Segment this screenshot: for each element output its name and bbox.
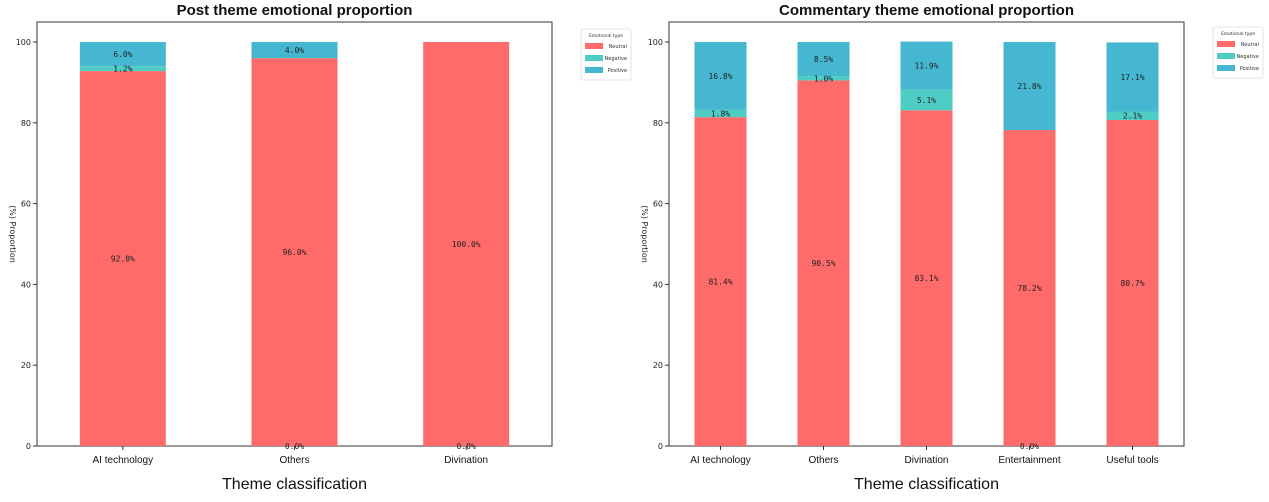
data-label: 16.8% — [708, 72, 732, 81]
x-tick-label: Divination — [444, 455, 488, 466]
chart-panel-1: Post theme emotional proportion 0 20 40 60 80… — [8, 2, 632, 493]
legend-swatch-negative — [1217, 53, 1235, 59]
bar-segment-negative — [797, 76, 850, 81]
y-tick-label: 0 — [26, 442, 31, 451]
y-axis-label: (%) Proportion — [8, 205, 17, 263]
bar-segment-neutral — [79, 71, 166, 446]
x-tick-label: Others — [808, 455, 838, 466]
data-label: 4.0% — [285, 46, 304, 55]
bar-segment-negative — [900, 89, 953, 111]
legend: Emotional type Neutral Negative Positive — [580, 28, 632, 81]
bar-segment-positive — [694, 42, 747, 110]
bar-segment-neutral — [900, 110, 953, 446]
data-label: 21.8% — [1017, 82, 1041, 91]
data-label: 81.4% — [708, 278, 732, 287]
y-tick-label: 20 — [21, 361, 31, 370]
data-label: 11.9% — [914, 62, 938, 71]
data-label: 0.0% — [285, 442, 304, 451]
data-label: 80.7% — [1120, 279, 1144, 288]
y-tick-label: 60 — [21, 200, 31, 209]
bar-segment-negative — [694, 109, 747, 118]
data-label: 6.0% — [113, 50, 132, 59]
data-label: 100.0% — [452, 240, 481, 249]
data-label: 0.0% — [457, 442, 476, 451]
y-tick-label: 0 — [658, 442, 663, 451]
bar-segment-positive — [1106, 42, 1159, 112]
legend-swatch-neutral — [585, 43, 603, 49]
y-axis-label: (%) Proportion — [640, 205, 649, 263]
legend-label-negative: Negative — [1237, 54, 1259, 60]
bar-segment-neutral — [1106, 119, 1159, 447]
chart-title: Commentary theme emotional proportion — [779, 2, 1074, 19]
y-tick-label: 80 — [653, 119, 663, 128]
legend-label-negative: Negative — [605, 56, 627, 62]
bar-segment-negative — [79, 66, 166, 72]
bar-segment-positive — [900, 41, 953, 90]
x-axis-label: Theme classification — [222, 476, 367, 493]
legend: Emotional type Neutral Negative Positive — [1212, 26, 1264, 79]
data-label: 92.8% — [111, 255, 135, 264]
data-label: 83.1% — [914, 274, 938, 283]
chart-panel-2: Commentary theme emotional proportion 0 20… — [640, 2, 1264, 493]
legend-title: Emotional type — [589, 33, 623, 39]
bar-segment-neutral — [694, 117, 747, 447]
legend-swatch-positive — [585, 67, 603, 73]
legend-swatch-neutral — [1217, 41, 1235, 47]
bar-segment-neutral — [251, 58, 338, 446]
y-tick-label: 80 — [21, 119, 31, 128]
data-label: 1.8% — [711, 110, 730, 119]
bar-segment-positive — [251, 42, 338, 59]
data-label: 90.5% — [811, 259, 835, 268]
y-tick-label: 40 — [21, 280, 31, 289]
x-tick-label: Useful tools — [1106, 455, 1158, 466]
data-label: 17.1% — [1120, 73, 1144, 82]
bar-segment-neutral — [423, 42, 510, 446]
x-tick-label: Divination — [905, 455, 949, 466]
y-tick-label: 40 — [653, 280, 663, 289]
data-label: 96.0% — [282, 248, 306, 257]
data-label: 5.1% — [917, 96, 936, 105]
bar-segment-negative — [1106, 111, 1159, 120]
x-tick-label: AI technology — [690, 455, 751, 466]
legend-title: Emotional type — [1221, 31, 1255, 37]
bar-segment-neutral — [1003, 130, 1056, 446]
legend-swatch-negative — [585, 55, 603, 61]
bar-segment-positive — [797, 42, 850, 77]
y-tick-label: 60 — [653, 200, 663, 209]
legend-label-neutral: Neutral — [1241, 42, 1259, 48]
data-label: 0.0% — [1020, 442, 1039, 451]
y-tick-label: 20 — [653, 361, 663, 370]
data-label: 78.2% — [1017, 284, 1041, 293]
legend-swatch-positive — [1217, 65, 1235, 71]
legend-label-neutral: Neutral — [609, 44, 627, 50]
data-label: 2.1% — [1123, 112, 1142, 121]
data-label: 1.0% — [814, 74, 833, 83]
bar-segment-neutral — [797, 80, 850, 446]
bar-segment-positive — [79, 42, 166, 67]
chart-title: Post theme emotional proportion — [177, 2, 413, 19]
x-tick-label: AI technology — [93, 455, 154, 466]
legend-label-positive: Positive — [608, 68, 627, 74]
y-tick-label: 100 — [16, 38, 31, 47]
data-label: 8.5% — [814, 55, 833, 64]
bar-segment-positive — [1003, 42, 1056, 131]
legend-label-positive: Positive — [1240, 66, 1259, 72]
data-label: 1.2% — [113, 65, 132, 74]
x-axis-label: Theme classification — [854, 476, 999, 493]
x-tick-label: Others — [279, 455, 309, 466]
x-tick-label: Entertainment — [998, 455, 1060, 466]
y-tick-label: 100 — [648, 38, 663, 47]
